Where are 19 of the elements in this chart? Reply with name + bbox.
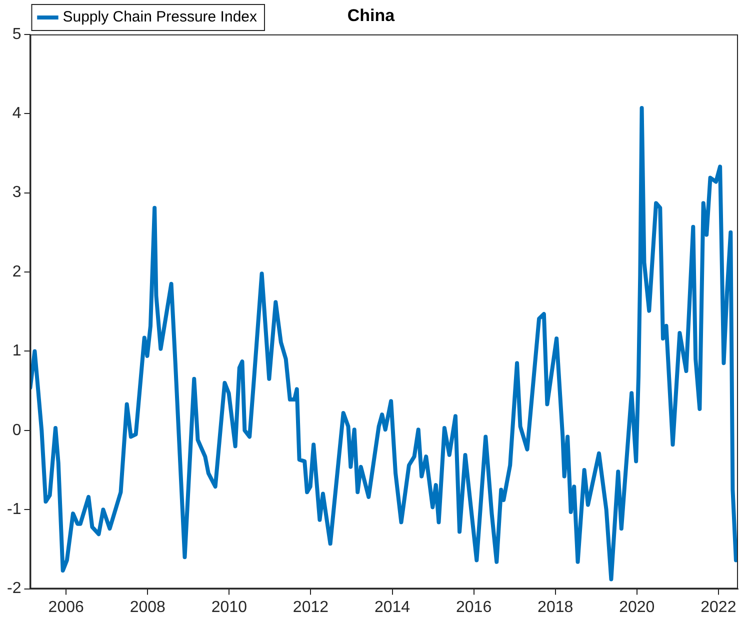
x-tick-label: 2010 (211, 598, 248, 616)
y-tick-label: -2 (6, 580, 22, 598)
x-tick-label: 2008 (130, 598, 166, 616)
y-tick-label: 0 (12, 422, 22, 439)
y-tick-label: 2 (12, 263, 22, 280)
y-tick-label: 5 (12, 26, 22, 43)
x-tick-label: 2006 (48, 598, 84, 616)
x-tick-label: 2022 (700, 598, 736, 616)
x-tick-label: 2020 (619, 598, 655, 616)
x-tick-label: 2012 (292, 598, 329, 616)
legend-label: Supply Chain Pressure Index (62, 8, 258, 26)
x-tick-label: 2018 (538, 598, 574, 616)
x-tick-label: 2014 (374, 598, 410, 616)
x-tick-label: 2016 (456, 598, 492, 616)
y-tick-label: 1 (12, 342, 22, 360)
y-tick-label: 4 (12, 105, 22, 122)
y-tick-label: -1 (6, 501, 22, 518)
y-tick-label: 3 (12, 184, 22, 202)
chart-title: China (347, 6, 396, 25)
